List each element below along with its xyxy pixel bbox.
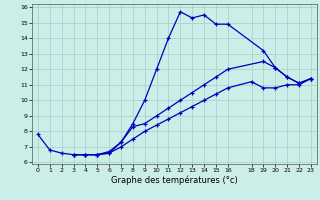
X-axis label: Graphe des températures (°c): Graphe des températures (°c): [111, 176, 238, 185]
